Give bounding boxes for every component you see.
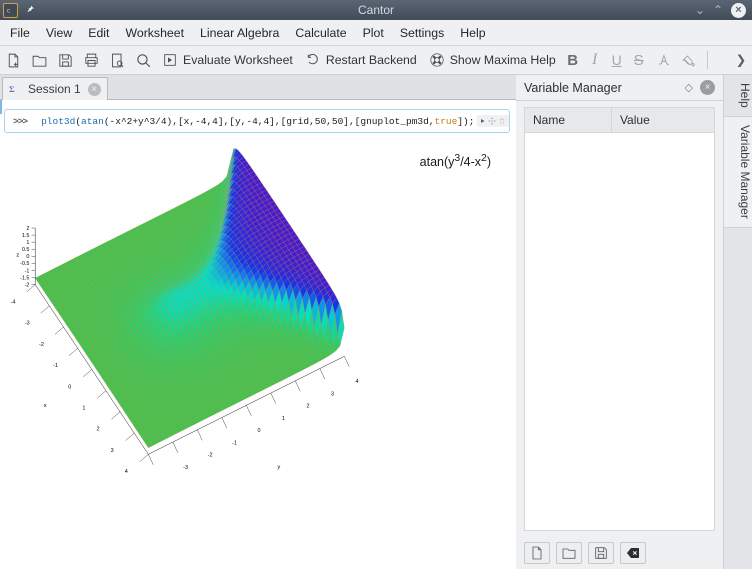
svg-text:1: 1 <box>26 240 29 246</box>
svg-text:-2: -2 <box>39 342 44 348</box>
svg-text:Σ: Σ <box>9 84 15 94</box>
svg-text:y: y <box>277 464 280 470</box>
svg-text:-1: -1 <box>25 268 30 274</box>
svg-text:1: 1 <box>282 416 285 422</box>
svg-text:3: 3 <box>331 391 334 397</box>
svg-text:0: 0 <box>26 254 29 260</box>
svg-text:-0.5: -0.5 <box>20 261 29 267</box>
svg-text:-4: -4 <box>11 299 16 305</box>
svg-text:-2: -2 <box>25 282 30 288</box>
svg-text:2: 2 <box>307 404 310 410</box>
svg-text:2: 2 <box>97 427 100 433</box>
svg-text:4: 4 <box>356 379 359 385</box>
svg-text:2: 2 <box>26 226 29 232</box>
svg-text:-1: -1 <box>53 363 58 369</box>
svg-text:3: 3 <box>111 448 114 454</box>
svg-text:0: 0 <box>68 384 71 390</box>
svg-text:-1: -1 <box>232 440 237 446</box>
svg-text:-1.5: -1.5 <box>20 275 29 281</box>
svg-text:1.5: 1.5 <box>22 233 30 239</box>
svg-text:-3: -3 <box>25 321 30 327</box>
svg-text:4: 4 <box>125 469 128 475</box>
svg-text:-3: -3 <box>183 465 188 471</box>
svg-text:1: 1 <box>82 405 85 411</box>
svg-text:z: z <box>16 252 19 258</box>
svg-text:-2: -2 <box>208 453 213 459</box>
svg-text:x: x <box>44 403 47 409</box>
svg-text:0.5: 0.5 <box>22 247 30 253</box>
svg-text:0: 0 <box>258 428 261 434</box>
